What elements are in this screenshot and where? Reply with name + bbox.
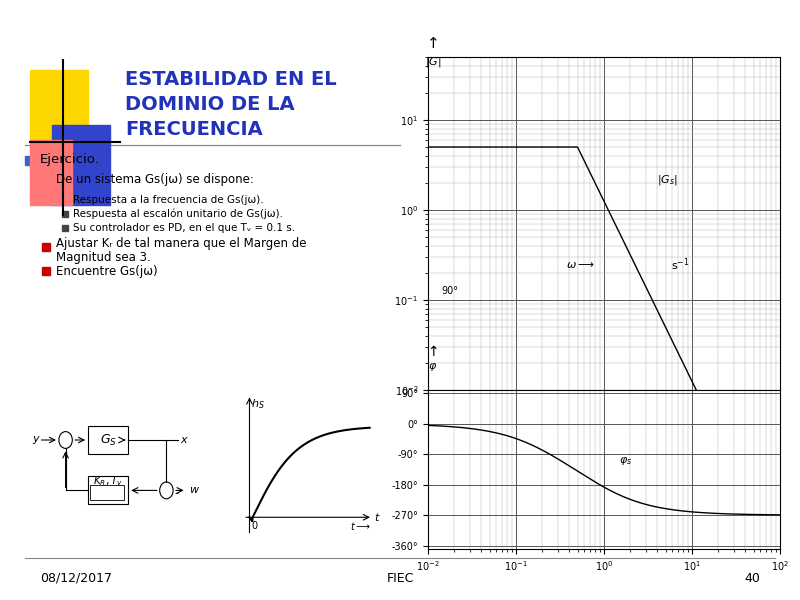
Text: Respuesta al escalón unitario de Gs(jω).: Respuesta al escalón unitario de Gs(jω). bbox=[73, 209, 283, 219]
Bar bbox=[88, 476, 128, 505]
Text: $G_S$: $G_S$ bbox=[100, 433, 117, 448]
Text: 90°: 90° bbox=[441, 286, 458, 296]
Text: FIEC: FIEC bbox=[386, 571, 414, 584]
Text: $t$: $t$ bbox=[374, 511, 381, 523]
Bar bbox=[42, 243, 50, 251]
Text: DOMINIO DE LA: DOMINIO DE LA bbox=[125, 95, 294, 114]
Bar bbox=[42, 267, 50, 275]
Text: $\mathrm{s}^{-1}$: $\mathrm{s}^{-1}$ bbox=[670, 257, 690, 274]
Bar bbox=[62, 211, 68, 217]
Text: $\varphi_s$: $\varphi_s$ bbox=[619, 455, 633, 467]
Bar bbox=[88, 426, 128, 454]
Text: -: - bbox=[174, 488, 178, 498]
Text: -: - bbox=[63, 448, 67, 458]
Text: $|G_s|$: $|G_s|$ bbox=[657, 173, 678, 187]
Bar bbox=[62, 197, 68, 203]
Text: $|G|$: $|G|$ bbox=[425, 55, 442, 69]
Text: FRECUENCIA: FRECUENCIA bbox=[125, 120, 262, 139]
Text: ↑: ↑ bbox=[427, 345, 439, 359]
Text: 0: 0 bbox=[251, 521, 257, 532]
Text: Magnitud sea 3.: Magnitud sea 3. bbox=[56, 251, 150, 265]
Text: Ejercicio.: Ejercicio. bbox=[40, 154, 100, 166]
Text: 40: 40 bbox=[744, 571, 760, 584]
Text: ESTABILIDAD EN EL: ESTABILIDAD EN EL bbox=[125, 70, 337, 89]
Bar bbox=[30, 70, 88, 170]
Text: $\varphi$: $\varphi$ bbox=[428, 361, 438, 373]
Text: Encuentre Gs(jω): Encuentre Gs(jω) bbox=[56, 265, 158, 277]
Bar bbox=[90, 485, 124, 500]
Text: $\omega \longrightarrow$: $\omega \longrightarrow$ bbox=[566, 260, 594, 270]
Text: $K_R, T_v$: $K_R, T_v$ bbox=[93, 474, 123, 487]
Text: 08/12/2017: 08/12/2017 bbox=[40, 571, 112, 584]
Text: ↑: ↑ bbox=[426, 35, 439, 50]
Text: $t \longrightarrow$: $t \longrightarrow$ bbox=[350, 520, 370, 532]
Text: Respuesta a la frecuencia de Gs(jω).: Respuesta a la frecuencia de Gs(jω). bbox=[73, 195, 264, 205]
Text: $y$: $y$ bbox=[32, 434, 41, 446]
Bar bbox=[30, 140, 72, 205]
Text: Su controlador es PD, en el que Tᵥ = 0.1 s.: Su controlador es PD, en el que Tᵥ = 0.1… bbox=[73, 223, 295, 233]
Text: Ajustar Kᵣ de tal manera que el Margen de: Ajustar Kᵣ de tal manera que el Margen d… bbox=[56, 236, 306, 250]
Text: $w$: $w$ bbox=[189, 485, 200, 496]
Bar bbox=[25, 156, 34, 165]
Text: De un sistema Gs(jω) se dispone:: De un sistema Gs(jω) se dispone: bbox=[56, 173, 254, 187]
Bar bbox=[62, 225, 68, 231]
Text: $x$: $x$ bbox=[180, 435, 189, 445]
Bar bbox=[52, 125, 110, 205]
Text: $h_S$: $h_S$ bbox=[251, 397, 265, 411]
Bar bbox=[42, 176, 50, 184]
